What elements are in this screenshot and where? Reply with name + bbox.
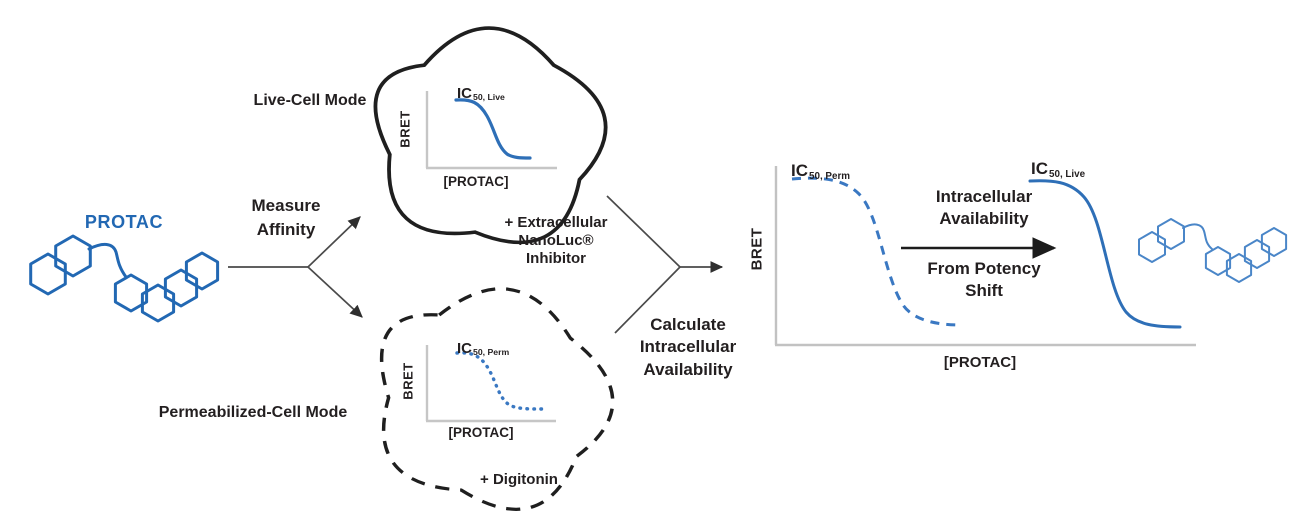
perm-cell-mini-plot <box>425 345 556 423</box>
result-bret-axis-label: BRET <box>748 227 766 271</box>
extracellular-inhibitor-note: + Extracellular NanoLuc® Inhibitor <box>504 214 608 267</box>
perm-ic50-label: IC50, Perm <box>457 326 510 358</box>
result-live-curve <box>1028 179 1182 329</box>
live-ic50-sub: 50, Live <box>473 92 505 103</box>
result-protac-axis-label: [PROTAC] <box>943 354 1017 371</box>
from-potency-shift-label: From Potency Shift <box>927 259 1041 301</box>
perm-protac-axis-label: [PROTAC] <box>448 425 514 440</box>
live-binding-curve <box>454 98 532 160</box>
live-cell-mini-plot <box>425 91 557 170</box>
result-plot <box>774 166 1196 347</box>
live-ic50-main: IC <box>457 85 472 102</box>
result-ic50-perm-label: IC50, Perm <box>791 145 851 182</box>
protac-label: PROTAC <box>84 212 164 232</box>
digitonin-note: + Digitonin <box>480 471 558 488</box>
measure-affinity-label: Measure Affinity <box>251 196 321 239</box>
perm-ic50-main: IC <box>457 340 472 357</box>
live-bret-axis-label: BRET <box>397 110 413 148</box>
result-ic50-live-label: IC50, Live <box>1031 143 1086 180</box>
permeabilized-cell-mode-label: Permeabilized-Cell Mode <box>158 404 348 421</box>
result-ic50-live-main: IC <box>1031 159 1048 178</box>
perm-ic50-sub: 50, Perm <box>473 347 510 358</box>
split-arrows <box>228 216 363 318</box>
live-cell-mode-label: Live-Cell Mode <box>253 92 367 109</box>
perm-binding-curve <box>455 351 545 411</box>
calculate-availability-label: Calculate Intracellular Availability <box>639 315 737 379</box>
product-molecule <box>1138 218 1288 283</box>
live-protac-axis-label: [PROTAC] <box>443 174 509 189</box>
result-ic50-live-sub: 50, Live <box>1049 168 1086 180</box>
protac-molecule <box>29 234 220 323</box>
perm-bret-axis-label: BRET <box>400 362 416 400</box>
converge-arrows <box>606 195 724 334</box>
intracellular-availability-label: Intracellular Availability <box>935 187 1033 229</box>
live-ic50-label: IC50, Live <box>457 71 505 103</box>
result-ic50-perm-main: IC <box>791 161 808 180</box>
result-perm-curve <box>791 176 963 327</box>
result-ic50-perm-sub: 50, Perm <box>809 170 851 182</box>
